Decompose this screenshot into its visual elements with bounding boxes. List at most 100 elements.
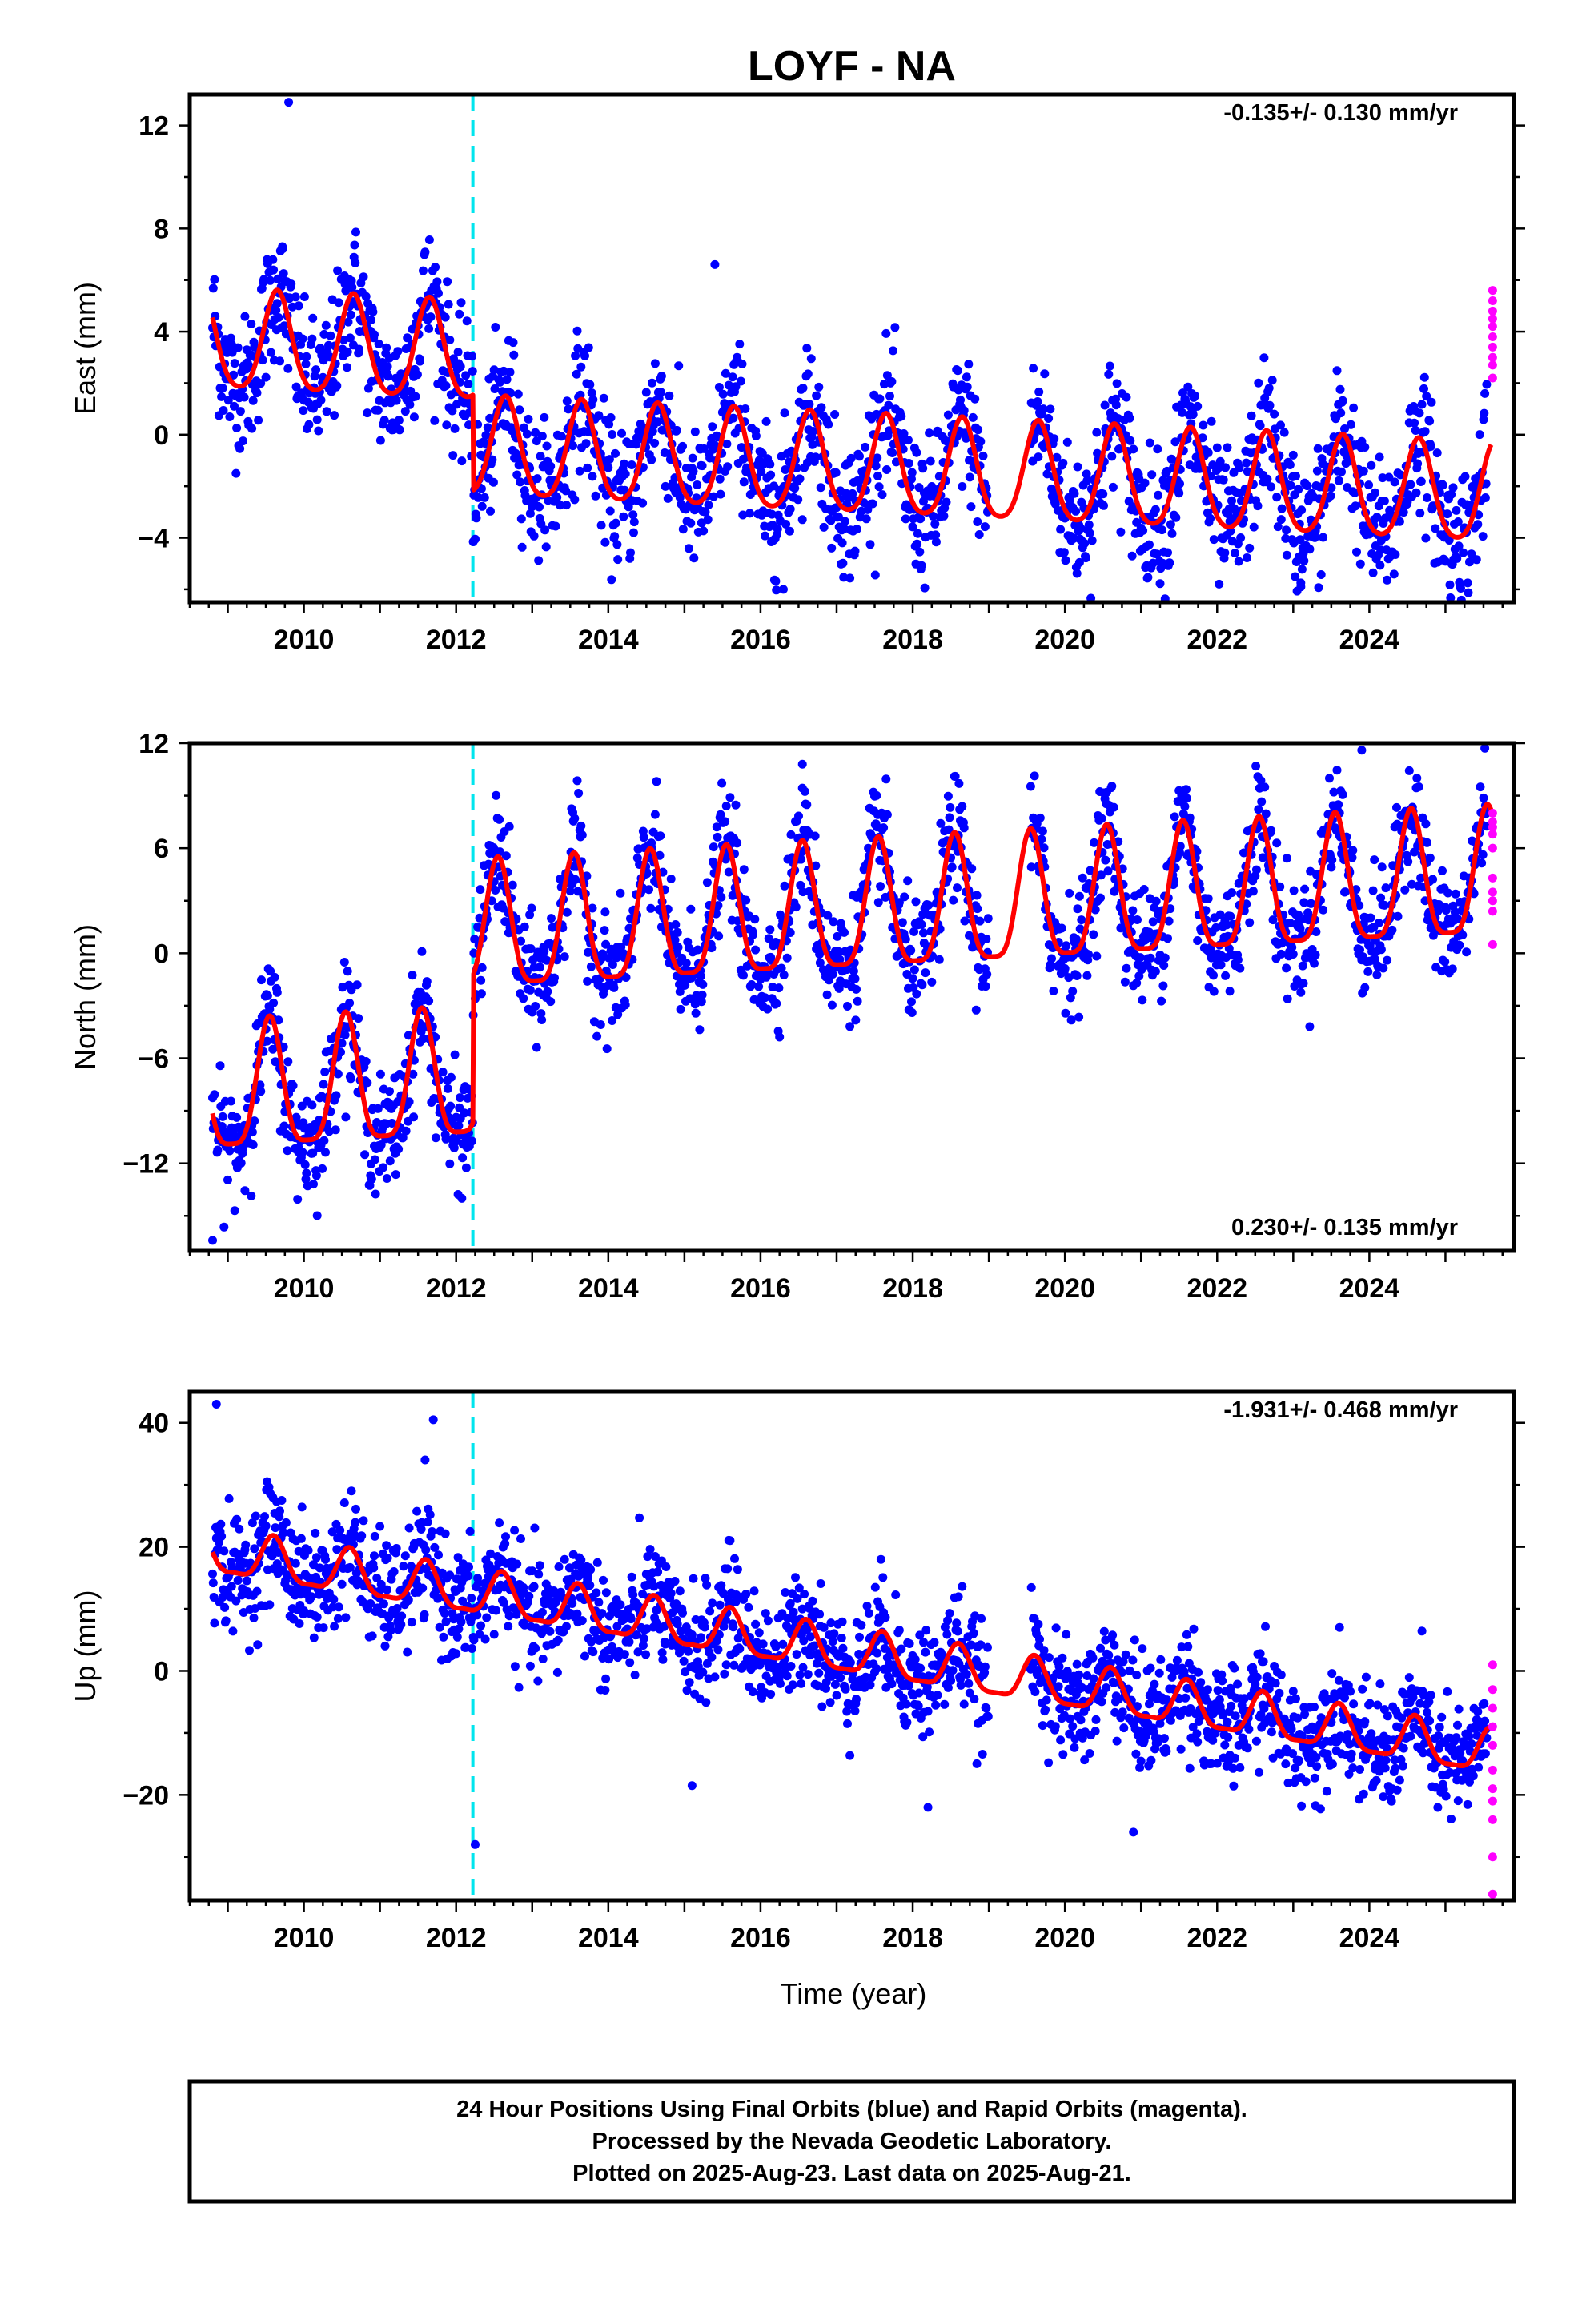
final-point xyxy=(1410,418,1419,428)
final-point xyxy=(983,914,993,923)
final-point xyxy=(650,1552,660,1561)
final-point xyxy=(535,502,544,512)
final-point xyxy=(588,395,598,404)
final-point-outlier xyxy=(710,259,720,269)
final-point xyxy=(260,1512,269,1522)
final-point xyxy=(1453,914,1462,923)
final-point xyxy=(307,1100,317,1110)
final-point xyxy=(713,1645,723,1655)
final-point xyxy=(805,400,814,409)
final-point xyxy=(1242,458,1251,468)
x-tick-label: 2018 xyxy=(882,625,943,655)
y-tick-label: 12 xyxy=(139,729,169,759)
final-point xyxy=(431,263,440,272)
final-point xyxy=(1325,774,1334,783)
final-point xyxy=(562,501,571,510)
final-point xyxy=(516,477,525,487)
final-point xyxy=(581,439,591,448)
final-point xyxy=(422,977,432,987)
final-point xyxy=(420,1455,430,1465)
final-point xyxy=(1368,568,1378,577)
final-point xyxy=(428,1527,437,1536)
final-point xyxy=(333,266,343,275)
final-point xyxy=(1178,408,1187,417)
final-point xyxy=(1376,945,1386,955)
final-point xyxy=(1057,923,1066,933)
final-point xyxy=(931,530,941,540)
final-point xyxy=(448,406,457,416)
final-point xyxy=(1084,520,1094,529)
final-point xyxy=(216,1519,226,1529)
final-point xyxy=(572,776,582,786)
final-point xyxy=(592,1558,602,1567)
final-point xyxy=(656,372,666,381)
final-point xyxy=(845,573,855,583)
final-point xyxy=(691,1008,701,1018)
final-point xyxy=(1421,533,1431,543)
final-point xyxy=(632,1630,641,1639)
final-point xyxy=(1387,925,1397,935)
final-point xyxy=(918,464,928,473)
rapid-orbit-points xyxy=(1488,808,1497,949)
final-point xyxy=(601,939,611,949)
final-point xyxy=(368,307,378,316)
final-point xyxy=(597,1609,607,1618)
final-point xyxy=(945,813,954,822)
final-point xyxy=(241,1540,251,1550)
final-point xyxy=(1480,388,1490,398)
final-point xyxy=(492,790,501,800)
x-tick-label: 2010 xyxy=(274,625,335,655)
final-point xyxy=(1215,456,1225,466)
final-point xyxy=(671,920,681,929)
final-point xyxy=(495,847,504,857)
final-point xyxy=(958,482,967,491)
final-point xyxy=(1264,384,1274,393)
final-point xyxy=(1395,517,1404,526)
final-point xyxy=(1165,558,1174,568)
x-tick-label: 2024 xyxy=(1339,1273,1400,1304)
final-point xyxy=(383,362,392,372)
final-point xyxy=(309,1633,319,1642)
final-point xyxy=(1307,899,1315,908)
final-point xyxy=(1310,959,1319,968)
final-point xyxy=(1227,888,1236,898)
final-point xyxy=(1452,505,1461,515)
final-point xyxy=(1479,793,1488,802)
final-point xyxy=(604,420,614,429)
final-point xyxy=(1159,961,1169,970)
final-point xyxy=(831,468,841,477)
final-point xyxy=(1097,814,1106,823)
final-point xyxy=(269,998,279,1007)
final-point xyxy=(953,883,962,893)
final-point xyxy=(613,1010,623,1019)
final-point xyxy=(917,919,926,929)
plot-area xyxy=(208,743,1497,1251)
final-point xyxy=(917,980,927,990)
final-point xyxy=(785,505,795,514)
final-point xyxy=(964,360,974,369)
final-point xyxy=(210,1618,219,1628)
final-point xyxy=(1120,977,1130,987)
final-point xyxy=(1416,873,1426,883)
final-point xyxy=(629,528,638,537)
final-point xyxy=(239,436,247,446)
final-point xyxy=(1236,533,1246,542)
final-point xyxy=(1072,971,1082,980)
final-point xyxy=(761,531,769,541)
final-point xyxy=(1340,424,1349,433)
final-point xyxy=(529,531,539,541)
final-point xyxy=(552,493,562,502)
final-point xyxy=(510,1662,520,1671)
final-point xyxy=(861,442,870,452)
final-point xyxy=(345,999,355,1007)
final-point xyxy=(594,411,604,420)
final-point xyxy=(729,1660,739,1670)
final-point xyxy=(464,1571,473,1581)
final-point xyxy=(332,1545,342,1554)
final-point xyxy=(213,1145,223,1155)
final-point xyxy=(721,817,730,826)
final-point xyxy=(321,1554,330,1564)
final-point xyxy=(635,1513,644,1522)
final-point xyxy=(707,1652,717,1662)
final-point xyxy=(370,1531,379,1541)
